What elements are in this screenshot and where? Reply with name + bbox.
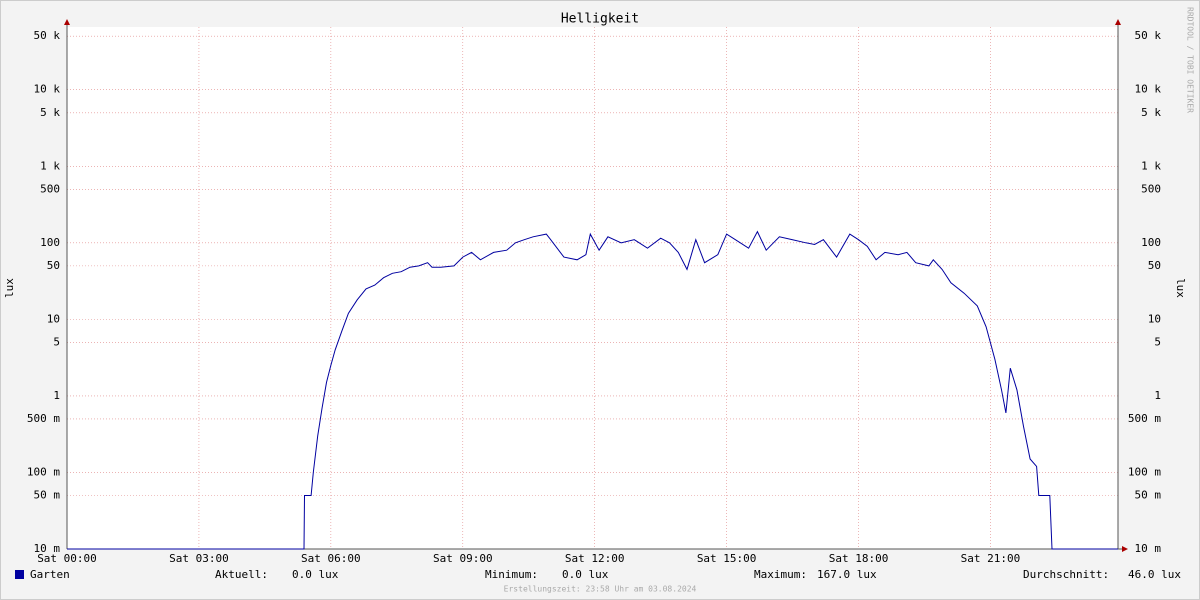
x-tick-label: Sat 12:00 xyxy=(565,552,625,565)
x-tick-label: Sat 21:00 xyxy=(961,552,1021,565)
y-tick-label: 100 m xyxy=(27,465,60,478)
stat-label: Maximum: xyxy=(754,568,807,581)
y-tick-label: 10 m xyxy=(34,542,61,555)
y-axis-label: lux xyxy=(3,278,16,298)
y-tick-label: 5 xyxy=(53,335,60,348)
legend-label: Garten xyxy=(30,568,70,581)
y-tick-label: 10 k xyxy=(34,83,61,96)
stat-label: Durchschnitt: xyxy=(1023,568,1109,581)
stat-value: 46.0 lux xyxy=(1128,568,1181,581)
x-tick-label: Sat 15:00 xyxy=(697,552,757,565)
y-tick-label-right: 500 xyxy=(1141,182,1161,195)
y-tick-label: 50 m xyxy=(34,488,61,501)
y-tick-label: 500 xyxy=(40,182,60,195)
stat-value: 167.0 lux xyxy=(817,568,877,581)
x-tick-label: Sat 03:00 xyxy=(169,552,229,565)
footer: Erstellungszeit: 23:58 Uhr am 03.08.2024 xyxy=(504,585,697,594)
y-tick-label-right: 1 xyxy=(1154,389,1161,402)
y-tick-label-right: 100 xyxy=(1141,236,1161,249)
y-tick-label: 1 xyxy=(53,389,60,402)
stat-value: 0.0 lux xyxy=(562,568,609,581)
axis-arrow xyxy=(64,19,70,25)
y-tick-label-right: 500 m xyxy=(1128,412,1161,425)
y-tick-label-right: 50 xyxy=(1148,259,1161,272)
x-tick-label: Sat 06:00 xyxy=(301,552,361,565)
x-tick-label: Sat 09:00 xyxy=(433,552,493,565)
plot-area xyxy=(67,27,1118,549)
y-tick-label-right: 5 k xyxy=(1141,106,1161,119)
watermark: RRDTOOL / TOBI OETIKER xyxy=(1186,7,1195,113)
y-tick-label-right: 100 m xyxy=(1128,465,1161,478)
y-tick-label: 50 k xyxy=(34,29,61,42)
y-tick-label: 100 xyxy=(40,236,60,249)
y-tick-label: 500 m xyxy=(27,412,60,425)
y-tick-label: 10 xyxy=(47,312,60,325)
data-line xyxy=(67,230,1118,550)
x-tick-label: Sat 18:00 xyxy=(829,552,889,565)
y-tick-label-right: 10 xyxy=(1148,312,1161,325)
chart-title: Helligkeit xyxy=(561,12,639,27)
stat-label: Aktuell: xyxy=(215,568,268,581)
legend-swatch xyxy=(15,570,24,579)
y-tick-label: 50 xyxy=(47,259,60,272)
y-tick-label-right: 50 m xyxy=(1135,488,1162,501)
y-axis-label-right: lux xyxy=(1174,278,1187,298)
y-tick-label-right: 10 k xyxy=(1135,83,1162,96)
y-tick-label-right: 50 k xyxy=(1135,29,1162,42)
axis-arrow xyxy=(1115,19,1121,25)
x-tick-label: Sat 00:00 xyxy=(37,552,97,565)
y-tick-label-right: 5 xyxy=(1154,335,1161,348)
y-tick-label: 5 k xyxy=(40,106,60,119)
y-tick-label: 1 k xyxy=(40,159,60,172)
y-tick-label-right: 10 m xyxy=(1135,542,1162,555)
y-tick-label-right: 1 k xyxy=(1141,159,1161,172)
axis-arrow xyxy=(1122,546,1128,552)
stat-value: 0.0 lux xyxy=(292,568,339,581)
stat-label: Minimum: xyxy=(485,568,538,581)
